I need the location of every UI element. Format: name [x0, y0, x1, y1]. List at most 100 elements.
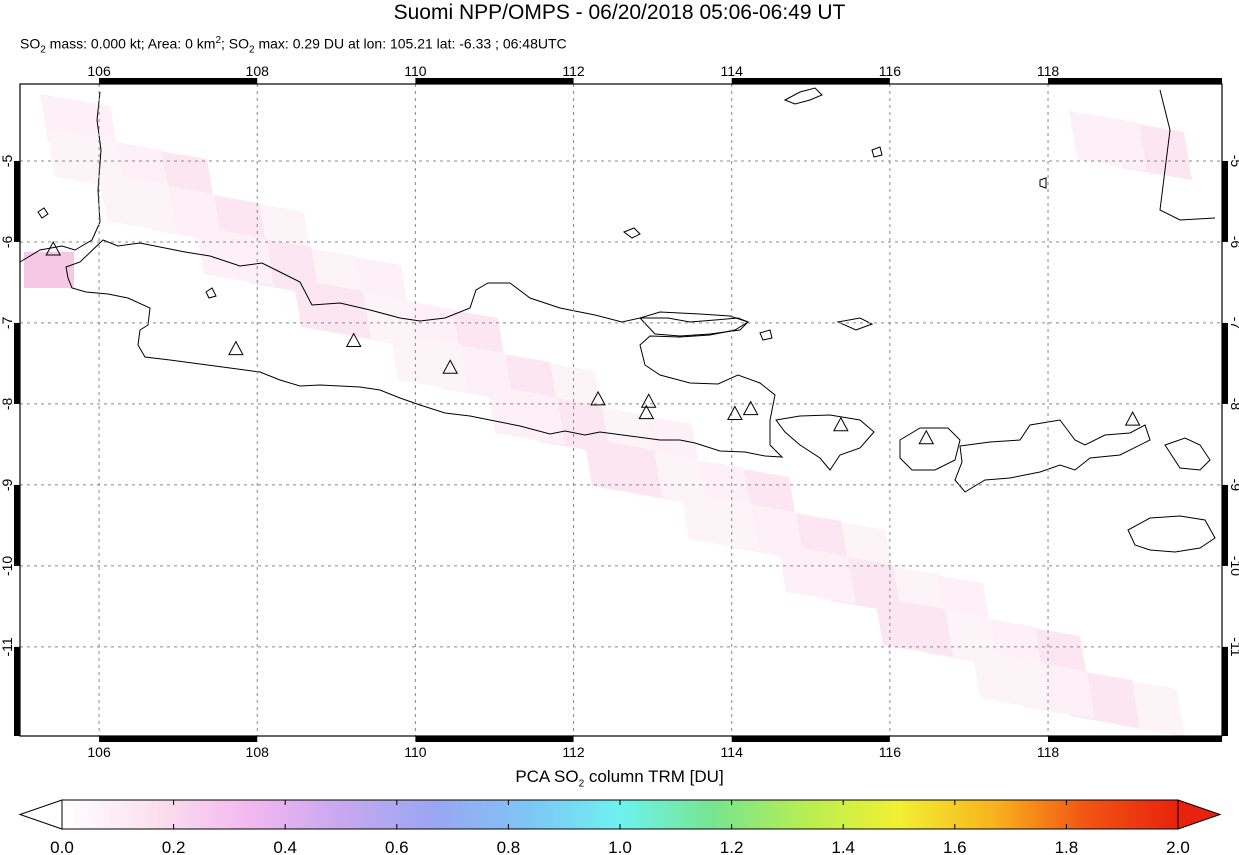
volcano-marker-icon: [640, 393, 657, 408]
x-tick-label-bottom: 106: [87, 744, 111, 760]
x-tick-label-top: 106: [87, 63, 111, 79]
java-coast: [65, 239, 784, 458]
colorbar-tick-label: 2.0: [1166, 838, 1190, 855]
border-bar-top: [415, 78, 574, 84]
border-bar-right: [1222, 322, 1228, 404]
border-bar-left: [14, 160, 20, 242]
x-tick-label-top: 116: [879, 63, 902, 79]
y-tick-label-right: -8: [1228, 398, 1239, 411]
so2-pixel: [196, 226, 274, 286]
sumba-coast: [1127, 515, 1216, 553]
colorbar-tick-label: 1.8: [1055, 838, 1079, 855]
colorbar-tick-label: 1.6: [943, 838, 967, 855]
map-frame: [14, 78, 1228, 742]
so2-mass-text: mass: 0.000 kt; Area: 0 km: [45, 35, 216, 52]
so2-pixel: [778, 544, 856, 604]
so2-pixel: [875, 597, 953, 657]
x-tick-label-bottom: 110: [404, 744, 427, 760]
border-bar-bottom: [99, 736, 258, 742]
so2-label-1: SO: [20, 35, 41, 52]
y-tick-label-right: -11: [1228, 637, 1239, 656]
border-bar-bottom: [415, 736, 574, 742]
colorbar-label-rest: column TRM [DU]: [584, 767, 724, 786]
border-bar-left: [14, 322, 20, 404]
y-tick-label-right: -10: [1228, 556, 1239, 576]
border-bar-bottom: [1048, 736, 1222, 742]
so2-pixel: [681, 491, 759, 551]
so2-max-text: max: 0.29 DU at lon: 105.21 lat: -6.33 ;…: [254, 35, 567, 52]
chart-subtitle: SO2 mass: 0.000 kt; Area: 0 km2; SO2 max…: [20, 35, 567, 55]
bawean-island: [622, 227, 641, 239]
border-bar-top: [731, 78, 890, 84]
y-tick-label-left: -8: [0, 397, 15, 410]
y-tick-label-right: -6: [1228, 236, 1239, 249]
so2-pixel: [390, 332, 468, 392]
y-tick-label-left: -7: [0, 316, 15, 329]
volcano-marker-icon: [638, 404, 655, 420]
border-bar-bottom: [731, 736, 890, 742]
y-tick-label-left: -6: [0, 236, 15, 249]
so2-pixel: [1069, 111, 1147, 171]
colorbar-tick-label: 1.2: [720, 838, 744, 855]
so2-sub-1: 2: [40, 44, 46, 56]
border-bar-top: [1048, 78, 1222, 84]
volcano-marker-icon: [833, 416, 849, 432]
so2-pixel: [584, 438, 662, 498]
volcano-marker-icon: [590, 390, 606, 406]
border-bar-top: [99, 78, 258, 84]
x-tick-label-bottom: 118: [1037, 744, 1060, 760]
y-tick-label-left: -11: [0, 637, 15, 656]
colorbar-tick-label: 0.2: [162, 838, 186, 855]
colorbar: 0.0 0.2 0.4 0.6 0.8 1.0 1.2 1.4 1.6 1.8 2.0: [18, 799, 1222, 855]
volcano-marker-icon: [727, 405, 743, 420]
y-tick-label-left: -5: [0, 155, 15, 168]
so2-label-2: ; SO: [221, 35, 250, 52]
flores-west-coast: [1164, 437, 1211, 471]
colorbar-tick-label: 1.0: [608, 838, 632, 855]
x-tick-label-bottom: 112: [562, 744, 585, 760]
so2-pixel: [487, 385, 565, 445]
colorbar-label-sub: 2: [578, 778, 585, 790]
volcano-marker-icon: [345, 332, 362, 348]
colorbar-tick-label: 0.4: [273, 838, 297, 855]
small-island-4: [1039, 177, 1047, 189]
chart-title: Suomi NPP/OMPS - 06/20/2018 05:06-06:49 …: [393, 1, 846, 24]
map-border: [19, 83, 1223, 737]
krakatau-island: [37, 207, 49, 219]
volcano-marker-icon: [45, 240, 62, 256]
kangean-islands: [836, 317, 874, 331]
x-tick-label-top: 114: [721, 63, 744, 79]
sulawesi-coast: [1159, 89, 1216, 221]
lombok-coast: [899, 427, 961, 471]
colorbar-tick-label: 0.6: [385, 838, 409, 855]
small-island-2: [759, 329, 773, 341]
so2-pixel: [972, 650, 1050, 710]
madura-coast: [639, 311, 749, 337]
sumbawa-coast: [954, 419, 1151, 493]
small-island-3: [871, 146, 883, 158]
so2-pixel: [293, 279, 371, 339]
border-bar-left: [14, 484, 20, 566]
bali-coast: [775, 414, 875, 471]
colorbar-label-text: PCA SO: [515, 767, 579, 786]
x-tick-label-top: 110: [404, 63, 427, 79]
border-bar-left: [14, 646, 20, 736]
colorbar-tick-label: 1.4: [831, 838, 855, 855]
x-tick-label-top: 112: [562, 63, 585, 79]
colorbar-overflow-arrow: [1177, 799, 1222, 830]
y-tick-label-left: -9: [0, 478, 15, 491]
y-tick-label-right: -9: [1228, 479, 1239, 492]
so2-pixel-layer: [24, 94, 1192, 737]
so2-sub-2: 2: [249, 44, 255, 56]
volcano-markers: [45, 240, 1141, 445]
grid-lines: [20, 84, 1222, 736]
x-tick-label-top: 118: [1037, 63, 1060, 79]
so2-pixel: [99, 173, 177, 233]
border-bar-right: [1222, 646, 1228, 736]
kalimantan-coast: [783, 87, 823, 105]
y-tick-label-right: -7: [1228, 317, 1239, 330]
x-tick-label-bottom: 116: [879, 744, 902, 760]
volcano-marker-icon: [742, 400, 759, 416]
x-tick-label-bottom: 108: [246, 744, 270, 760]
